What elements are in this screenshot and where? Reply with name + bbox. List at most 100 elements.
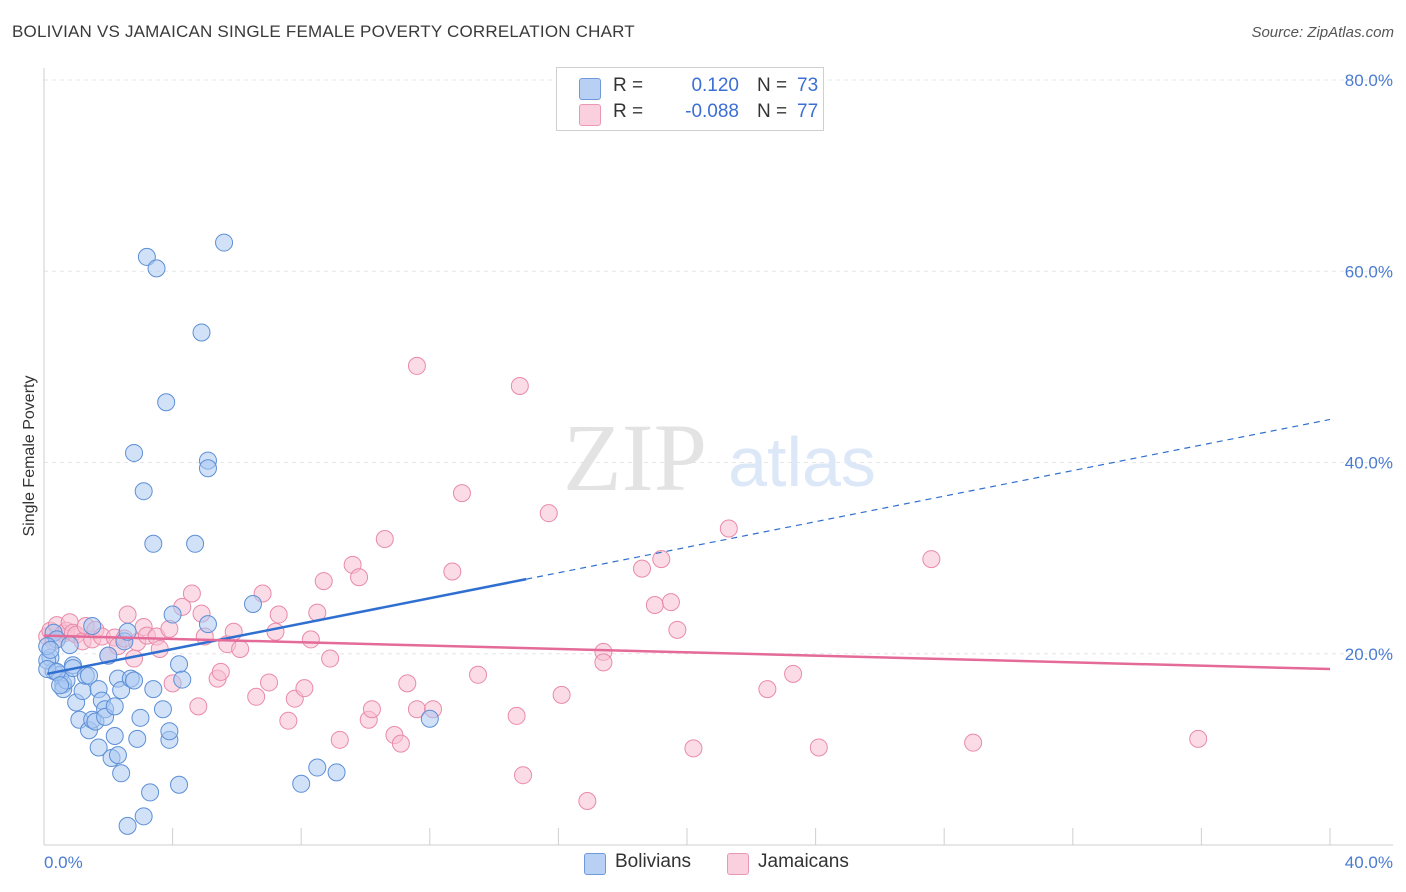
bolivians-trend-extension xyxy=(526,418,1331,580)
jamaican-point xyxy=(375,530,394,548)
bolivian-point xyxy=(186,534,205,553)
bolivian-point xyxy=(292,774,311,793)
source-label: Source: ZipAtlas.com xyxy=(1251,24,1394,41)
x-axis-ticks xyxy=(172,828,1331,845)
legend-n-value: 73 xyxy=(797,75,819,96)
legend-r-label: R = xyxy=(613,75,644,96)
bolivian-point xyxy=(157,393,176,412)
bolivians-swatch xyxy=(584,853,606,875)
jamaican-point xyxy=(510,377,529,395)
jamaican-point xyxy=(452,484,471,503)
jamaican-point xyxy=(391,734,410,753)
jamaican-point xyxy=(539,504,558,523)
jamaican-point xyxy=(719,519,738,538)
y-tick-label: 40.0% xyxy=(1345,454,1393,473)
y-tick-label: 20.0% xyxy=(1345,645,1393,664)
bolivian-point xyxy=(160,722,179,741)
bolivians-label: Bolivians xyxy=(615,851,692,872)
bolivian-point xyxy=(147,259,166,278)
bolivian-point xyxy=(327,763,346,782)
jamaican-point xyxy=(295,679,314,698)
jamaican-point xyxy=(211,662,230,681)
y-tick-labels: 20.0% 40.0% 60.0% 80.0% xyxy=(1345,71,1393,664)
y-axis-label: Single Female Poverty xyxy=(21,376,38,537)
bolivian-point xyxy=(134,482,153,501)
jamaican-point xyxy=(362,700,381,719)
jamaican-point xyxy=(684,739,703,758)
watermark: ZIP atlas xyxy=(563,404,876,511)
jamaican-point xyxy=(269,605,288,624)
jamaican-point xyxy=(552,685,571,704)
y-tick-label: 80.0% xyxy=(1345,71,1393,90)
watermark-zip: ZIP xyxy=(563,404,707,511)
jamaican-point xyxy=(514,766,533,785)
bolivian-point xyxy=(137,247,156,266)
jamaicans-trend-line xyxy=(43,634,1331,671)
stats-legend: R = 0.120 N = 73 R = -0.088 N = 77 xyxy=(556,67,824,131)
bolivian-point xyxy=(134,807,153,826)
watermark-atlas: atlas xyxy=(728,423,876,501)
jamaican-point xyxy=(189,697,208,716)
legend-swatch-blue xyxy=(579,78,601,100)
bolivian-point xyxy=(192,323,211,342)
legend-swatch-pink xyxy=(579,104,601,126)
jamaican-point xyxy=(964,733,983,752)
jamaican-point xyxy=(809,738,828,757)
jamaican-point xyxy=(150,639,169,658)
jamaican-point xyxy=(350,568,369,587)
legend-n-label: N = xyxy=(757,101,788,122)
bolivian-point xyxy=(118,816,137,835)
bolivian-point xyxy=(125,443,144,462)
bolivian-point xyxy=(153,700,172,719)
jamaicans-label: Jamaicans xyxy=(758,851,849,872)
jamaican-point xyxy=(321,649,340,668)
trend-lines xyxy=(43,418,1331,676)
bolivian-point xyxy=(51,676,70,695)
jamaican-point xyxy=(407,356,426,375)
legend-n-label: N = xyxy=(757,75,788,96)
y-tick-label: 60.0% xyxy=(1345,262,1393,281)
jamaican-point xyxy=(301,630,320,649)
bolivian-point xyxy=(105,726,124,745)
bolivian-point xyxy=(73,682,92,701)
legend-r-value: -0.088 xyxy=(685,101,739,122)
legend-r-value: 0.120 xyxy=(691,75,739,96)
bolivian-point xyxy=(105,697,124,716)
jamaican-point xyxy=(231,639,250,658)
bolivian-point xyxy=(112,764,131,783)
jamaican-point xyxy=(594,653,613,672)
bolivian-point xyxy=(128,729,147,748)
bolivian-point xyxy=(80,666,99,685)
jamaican-point xyxy=(182,584,201,603)
legend-r-label: R = xyxy=(613,101,644,122)
jamaican-point xyxy=(578,792,597,811)
x-tick-labels: 0.0% 40.0% xyxy=(44,853,1393,872)
bolivians-points xyxy=(38,233,439,835)
bolivian-point xyxy=(60,636,79,655)
jamaican-point xyxy=(668,620,687,639)
chart-title: BOLIVIAN VS JAMAICAN SINGLE FEMALE POVER… xyxy=(12,22,635,41)
x-tick-label: 0.0% xyxy=(44,853,83,872)
jamaican-point xyxy=(758,680,777,699)
gridlines xyxy=(44,79,1393,655)
jamaican-point xyxy=(661,593,680,612)
jamaican-point xyxy=(1189,729,1208,748)
bolivian-point xyxy=(170,655,189,674)
bolivian-point xyxy=(173,670,192,689)
jamaican-point xyxy=(279,711,298,730)
bolivian-point xyxy=(170,775,189,794)
bolivians-trend-line xyxy=(46,577,527,676)
bolivian-point xyxy=(141,783,160,802)
bolivian-point xyxy=(308,758,327,777)
bolivian-point xyxy=(215,233,234,252)
bolivian-point xyxy=(144,534,163,553)
bolivian-point xyxy=(163,605,182,624)
bolivian-point xyxy=(131,708,150,727)
jamaican-point xyxy=(784,664,803,683)
bolivian-point xyxy=(108,746,127,765)
jamaican-point xyxy=(398,674,417,693)
jamaican-point xyxy=(469,665,488,684)
legend-n-value: 77 xyxy=(797,101,819,122)
jamaican-point xyxy=(118,605,137,624)
jamaican-point xyxy=(314,572,333,591)
